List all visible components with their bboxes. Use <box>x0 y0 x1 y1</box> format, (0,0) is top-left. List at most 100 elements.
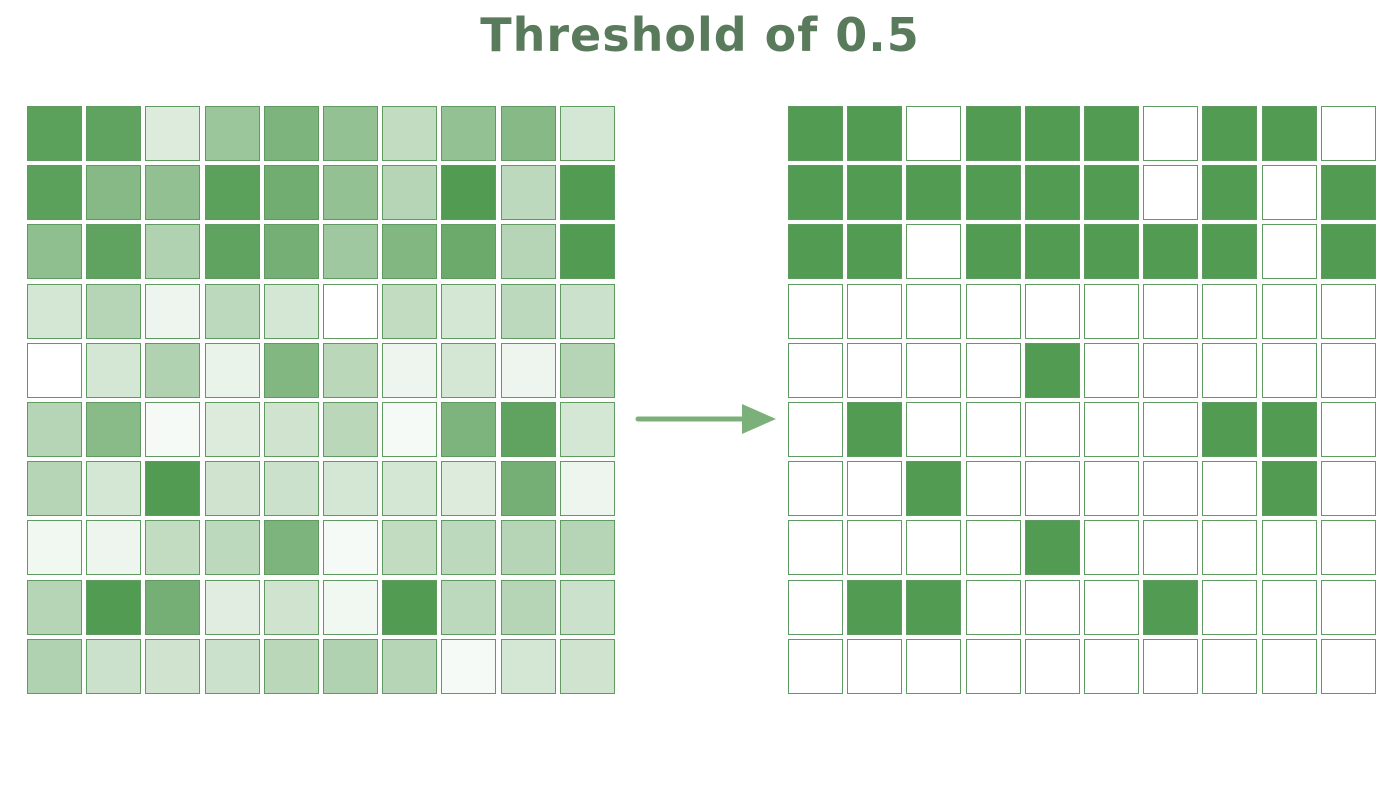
input-cell <box>500 402 556 457</box>
output-cell <box>1143 579 1199 635</box>
output-cell <box>847 461 903 517</box>
output-cell <box>1084 638 1139 694</box>
output-cell <box>847 283 903 339</box>
output-cell <box>788 165 843 221</box>
input-cell <box>86 283 142 339</box>
output-cell <box>906 402 962 457</box>
input-cell <box>86 224 142 280</box>
output-cell <box>1084 165 1139 221</box>
output-cell <box>1084 342 1139 398</box>
input-cell <box>86 402 142 457</box>
input-cell <box>382 402 438 457</box>
output-cell <box>1084 579 1139 635</box>
input-cell <box>559 165 615 221</box>
input-cell <box>500 461 556 517</box>
output-cell <box>1261 342 1317 398</box>
diagram-title: Threshold of 0.5 <box>480 8 920 62</box>
input-cell <box>500 165 556 221</box>
input-cell <box>382 520 438 576</box>
output-cell <box>847 165 903 221</box>
output-cell <box>1202 342 1258 398</box>
output-cell <box>906 165 962 221</box>
output-cell <box>1202 283 1258 339</box>
input-cell <box>382 461 438 517</box>
input-cell <box>500 224 556 280</box>
output-cell <box>965 342 1021 398</box>
input-cell <box>382 106 438 161</box>
input-cell <box>27 638 82 694</box>
input-cell <box>145 283 201 339</box>
input-cell <box>263 165 319 221</box>
input-cell <box>323 283 378 339</box>
input-cell <box>559 224 615 280</box>
input-cell <box>559 106 615 161</box>
output-cell <box>1320 165 1376 221</box>
input-cell <box>559 579 615 635</box>
input-cell <box>382 579 438 635</box>
input-cell <box>263 461 319 517</box>
input-cell <box>204 283 260 339</box>
output-cell <box>788 520 843 576</box>
output-cell <box>788 106 843 161</box>
output-cell <box>847 402 903 457</box>
input-cell <box>263 106 319 161</box>
output-cell <box>1320 224 1376 280</box>
output-cell <box>965 638 1021 694</box>
input-cell <box>382 342 438 398</box>
output-cell <box>906 461 962 517</box>
input-cell <box>145 342 201 398</box>
output-cell <box>1261 402 1317 457</box>
input-cell <box>145 579 201 635</box>
output-cell <box>906 342 962 398</box>
input-cell <box>145 402 201 457</box>
output-cell <box>1320 342 1376 398</box>
input-cell <box>145 106 201 161</box>
output-cell <box>1143 638 1199 694</box>
input-cell <box>145 165 201 221</box>
input-cell <box>27 106 82 161</box>
input-cell <box>86 106 142 161</box>
input-cell <box>441 461 497 517</box>
input-cell <box>263 342 319 398</box>
output-cell <box>906 106 962 161</box>
output-cell <box>965 283 1021 339</box>
output-cell <box>1202 402 1258 457</box>
input-cell <box>27 165 82 221</box>
input-cell <box>441 638 497 694</box>
output-cell <box>1024 106 1080 161</box>
output-cell <box>1202 520 1258 576</box>
output-cell <box>847 224 903 280</box>
output-cell <box>1024 342 1080 398</box>
output-cell <box>1261 165 1317 221</box>
input-cell <box>27 461 82 517</box>
input-cell <box>204 579 260 635</box>
output-cell <box>1024 638 1080 694</box>
input-cell <box>204 638 260 694</box>
output-cell <box>1084 283 1139 339</box>
input-cell <box>500 342 556 398</box>
input-cell <box>559 638 615 694</box>
input-cell <box>263 520 319 576</box>
output-cell <box>906 520 962 576</box>
output-cell <box>1024 402 1080 457</box>
input-cell <box>500 283 556 339</box>
output-cell <box>1024 165 1080 221</box>
output-cell <box>906 638 962 694</box>
input-cell <box>500 106 556 161</box>
output-cell <box>1320 283 1376 339</box>
input-cell <box>500 520 556 576</box>
output-cell <box>788 342 843 398</box>
output-cell <box>1320 106 1376 161</box>
output-cell <box>1084 106 1139 161</box>
input-cell <box>382 165 438 221</box>
output-cell <box>1084 520 1139 576</box>
input-cell <box>500 638 556 694</box>
output-cell <box>1202 579 1258 635</box>
input-cell <box>382 283 438 339</box>
output-cell <box>965 461 1021 517</box>
output-cell <box>1320 402 1376 457</box>
input-cell <box>27 520 82 576</box>
output-cell <box>1261 461 1317 517</box>
input-cell <box>559 520 615 576</box>
